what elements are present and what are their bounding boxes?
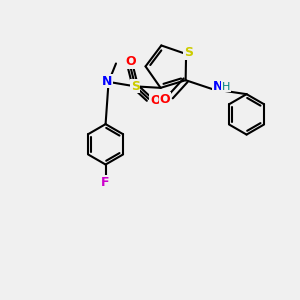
- Text: F: F: [101, 176, 110, 189]
- Text: O: O: [150, 94, 160, 107]
- Text: N: N: [102, 75, 112, 88]
- Text: N: N: [212, 80, 223, 93]
- Text: H: H: [222, 82, 230, 92]
- Text: S: S: [131, 80, 140, 93]
- Text: S: S: [184, 46, 193, 59]
- Text: O: O: [160, 93, 170, 106]
- Text: O: O: [125, 56, 136, 68]
